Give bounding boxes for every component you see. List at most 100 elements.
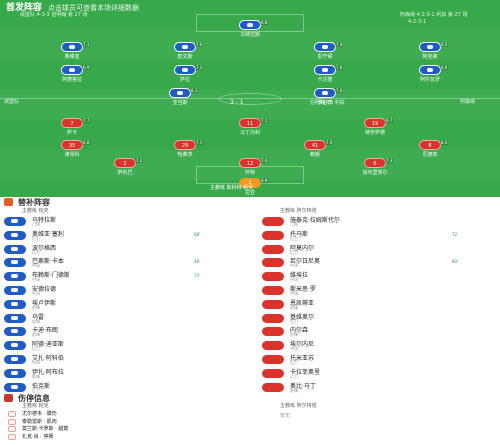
away-sub-row[interactable]: 恩凯蒂亚 前锋: [262, 298, 492, 312]
sub-position: 后卫: [32, 235, 40, 241]
away-sub-row[interactable]: 施泰克·拉姆斯代尔 门将: [262, 215, 492, 229]
away-player[interactable]: 29 7.5 哈弗茨: [155, 140, 215, 158]
injury-icon: [4, 394, 13, 402]
sub-position: 后卫: [32, 346, 40, 352]
home-sub-row[interactable]: 奥维亚·塞利 后卫 68': [4, 229, 234, 243]
away-sub-row[interactable]: 埃尔内尼 中场: [262, 339, 492, 353]
injury-icon: [8, 411, 16, 417]
jersey-icon: 29: [174, 140, 196, 150]
sub-position: 前锋: [32, 332, 40, 338]
away-player[interactable]: 35 6.8 津琴科: [42, 140, 102, 158]
injury-row[interactable]: 莫兰斯·卡罗斯 · 腿筋: [8, 425, 208, 437]
away-sub-row[interactable]: 卡拉菲奥里 后卫: [262, 367, 492, 381]
injury-row[interactable]: 尤尔德韦 · 膝伤: [8, 410, 208, 422]
player-number: 35: [68, 143, 76, 149]
away-player[interactable]: 19 6.7 特罗萨德: [345, 118, 405, 136]
home-sub-row[interactable]: 巴索斯·卡本 中场 46': [4, 256, 234, 270]
player-name: 马特拉斯: [239, 32, 260, 38]
home-sub-row[interactable]: 伊扎·阿布拉 前锋: [4, 367, 234, 381]
player-name: 卡达隆: [317, 77, 333, 83]
sub-name: 卡迪·布朗: [32, 327, 58, 335]
sub-position: 后卫: [290, 249, 298, 255]
jersey-icon: [314, 42, 336, 52]
injury-row[interactable]: 泰勒雷斯 · 肌肉: [8, 418, 208, 430]
away-player[interactable]: 2 7.2 萨利巴: [95, 158, 155, 176]
away-player[interactable]: 7 7.7 萨卡: [42, 118, 102, 136]
home-sub-row[interactable]: 乌雷 前锋: [4, 312, 234, 326]
sub-position: 门将: [32, 222, 40, 227]
home-player[interactable]: 7.2 萨拉: [155, 65, 215, 83]
top-penalty-box: [196, 14, 304, 32]
subs-coach-away: 主教练 阿尔特塔: [280, 208, 317, 214]
home-sub-row[interactable]: 阿德·迪亚斯 后卫: [4, 339, 234, 353]
player-name: 拉亚: [244, 190, 255, 196]
home-player[interactable]: 7.4 彭宁顿: [295, 42, 355, 60]
sub-position: 前锋: [290, 304, 298, 310]
away-player[interactable]: 11 7.1 马丁内利: [220, 118, 280, 136]
away-player[interactable]: 8 8.0 厄德高: [400, 140, 460, 158]
subs-coach-home: 主教练 帕克: [22, 208, 49, 214]
jersey-icon: [61, 65, 83, 75]
home-player[interactable]: 8.1 亚当斯: [150, 88, 210, 106]
home-sub-row[interactable]: 波尔格西 后卫: [4, 243, 234, 257]
jersey-icon: [314, 65, 336, 75]
player-rating: 6.6: [440, 65, 449, 70]
jersey-icon: [4, 327, 26, 337]
injury-row[interactable]: 扎克·肖 · 停赛: [8, 433, 208, 445]
home-player[interactable]: 7.1 奥维亚: [42, 42, 102, 60]
sub-name: 恩凯蒂亚: [290, 299, 315, 307]
sub-name: 巴索斯·卡本: [32, 258, 64, 266]
sub-position: 前锋: [32, 318, 40, 324]
away-player[interactable]: 6 7.3 加布里埃尔: [345, 158, 405, 176]
home-player[interactable]: 7.0 欧文斯: [155, 42, 215, 60]
player-rating: 7.1: [260, 118, 269, 123]
jersey-icon: [262, 341, 284, 351]
jersey-icon: [262, 327, 284, 337]
home-sub-row[interactable]: 马特拉斯 门将: [4, 215, 234, 229]
away-sub-row[interactable]: 奥比·马丁 前锋: [262, 381, 492, 395]
away-sub-row[interactable]: 阿莫内尔 后卫: [262, 243, 492, 257]
home-player[interactable]: 6.5 阿克莱: [400, 42, 460, 60]
home-player[interactable]: 7.0 罗伯茨: [295, 88, 355, 106]
sub-name: 埃尔内尼: [290, 341, 315, 349]
sub-name: 卡拉菲奥里: [290, 368, 321, 376]
home-sub-row[interactable]: 安德拉德 中场: [4, 284, 234, 298]
away-player[interactable]: 12 7.0 怀特: [220, 158, 280, 176]
sub-position: 门将: [290, 222, 298, 227]
away-sub-row[interactable]: 若尔日尼奥 中场 80': [262, 256, 492, 270]
jersey-icon: [174, 65, 196, 75]
away-sub-row[interactable]: 托马斯 后卫 72': [262, 229, 492, 243]
sub-name: 安德拉德: [32, 286, 57, 293]
away-sub-row[interactable]: 维埃拉 中场: [262, 270, 492, 284]
away-player[interactable]: 1 6.9 拉亚: [220, 178, 280, 196]
home-sub-row[interactable]: 卡迪·布朗 前锋: [4, 325, 234, 339]
injury-player: 扎克·肖 · 停赛: [22, 433, 54, 440]
home-sub-row[interactable]: 艾扎·阿科伯 中场: [4, 353, 234, 367]
away-sub-row[interactable]: 基维奥尔 后卫: [262, 312, 492, 326]
sub-position: 中场: [290, 291, 298, 296]
sub-name: 阿德·迪亚斯: [32, 341, 64, 349]
jersey-icon: [262, 244, 284, 254]
jersey-icon: [262, 258, 284, 268]
home-sub-row[interactable]: 埃卢伊斯 前锋: [4, 298, 234, 312]
home-sub-row[interactable]: 布赖斯·门德斯 中场 75': [4, 270, 234, 284]
player-rating: 7.6: [325, 140, 334, 145]
sub-position: 后卫: [290, 318, 298, 324]
sub-name: 托米亚苏: [290, 355, 315, 362]
away-sub-row[interactable]: 托米亚苏 后卫: [262, 353, 492, 367]
injury-coach-away: 主教练 阿尔特塔: [280, 403, 317, 409]
player-rating: 7.2: [135, 158, 144, 163]
away-sub-row[interactable]: 内尔森 前锋: [262, 325, 492, 339]
home-player[interactable]: 6.6 阿尔瓦罗: [400, 65, 460, 83]
away-sub-row[interactable]: 斯米思·罗 中场: [262, 284, 492, 298]
home-sub-row[interactable]: 伯克斯 后卫: [4, 381, 234, 395]
jersey-icon: 6: [364, 158, 386, 168]
home-player[interactable]: 7.8 卡达隆: [295, 65, 355, 83]
home-player[interactable]: 6.8 马特拉斯: [220, 20, 280, 38]
player-number: 2: [123, 161, 127, 167]
jersey-icon: 2: [114, 158, 136, 168]
sub-name: 布赖斯·门德斯: [32, 272, 70, 280]
away-player[interactable]: 41 7.6 赖斯: [285, 140, 345, 158]
lineup-title: 首发阵容 点击球员可查看本场详细数据: [6, 0, 139, 13]
home-player[interactable]: 6.9 阿德格拉: [42, 65, 102, 83]
